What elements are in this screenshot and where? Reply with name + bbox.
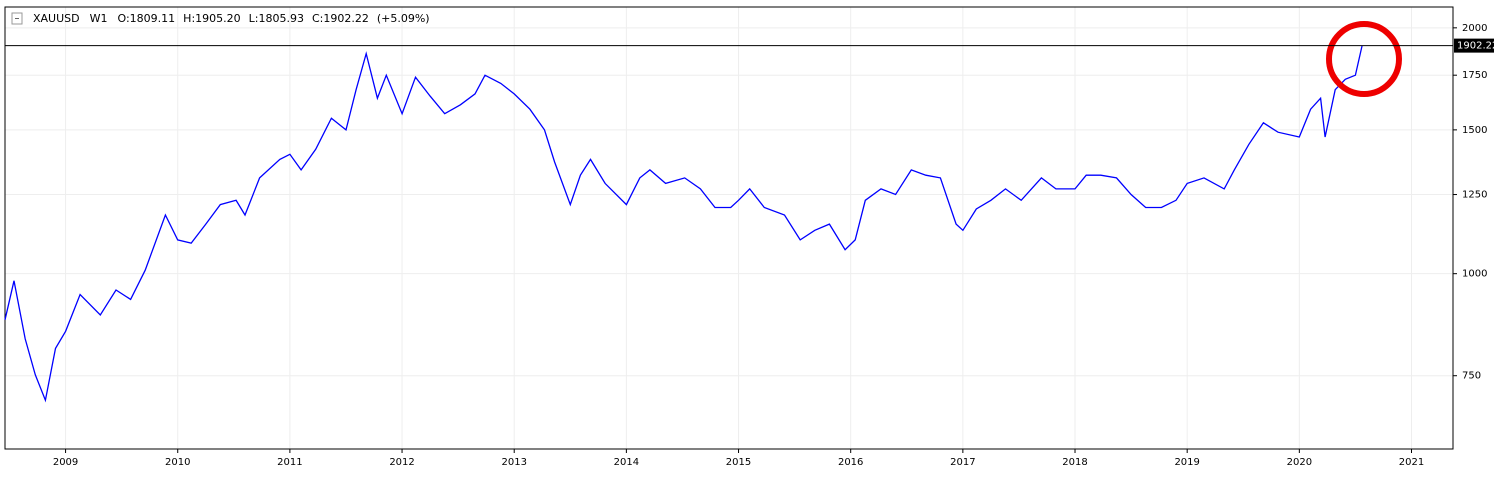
plot-frame — [4, 6, 1454, 450]
x-tick-label: 2019 — [1174, 457, 1199, 468]
price-tag: 1902.22 — [1457, 41, 1495, 52]
x-tick-label: 2012 — [389, 457, 414, 468]
x-tick-label: 2010 — [165, 457, 190, 468]
header-item: L:1805.93 — [249, 12, 304, 25]
y-tick-label: 1000 — [1462, 269, 1487, 280]
x-tick-label: 2011 — [277, 457, 302, 468]
x-tick-label: 2016 — [838, 457, 863, 468]
y-tick-label: 1750 — [1462, 70, 1487, 81]
x-tick-label: 2017 — [950, 457, 975, 468]
price-line-series — [4, 45, 1363, 403]
y-tick-label: 1250 — [1462, 190, 1487, 201]
header-item: XAUUSD — [33, 12, 80, 25]
header-item: H:1905.20 — [183, 12, 240, 25]
x-tick-label: 2021 — [1399, 457, 1424, 468]
y-tick-label: 2000 — [1462, 23, 1487, 34]
x-tick-label: 2018 — [1062, 457, 1087, 468]
x-tick-label: 2020 — [1287, 457, 1312, 468]
header-item: O:1809.11 — [118, 12, 176, 25]
grid — [5, 7, 1453, 449]
x-tick-label: 2009 — [53, 457, 78, 468]
header-item: (+5.09%) — [377, 12, 430, 25]
highlight-circle — [1326, 21, 1402, 97]
x-tick-label: 2013 — [501, 457, 526, 468]
y-tick-label: 1500 — [1462, 125, 1487, 136]
x-tick-label: 2015 — [726, 457, 751, 468]
marks — [4, 45, 1363, 403]
x-tick-label: 2014 — [614, 457, 639, 468]
header-item: W1 — [90, 12, 108, 25]
y-tick-label: 750 — [1462, 371, 1481, 382]
price-tag-bg — [1454, 38, 1494, 53]
header-item: C:1902.22 — [312, 12, 369, 25]
collapse-button[interactable] — [11, 12, 23, 25]
